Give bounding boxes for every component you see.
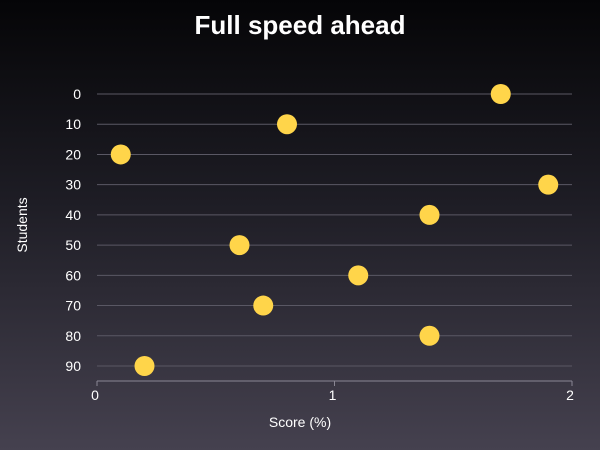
data-point (348, 265, 369, 286)
data-point (134, 356, 155, 376)
data-point (110, 144, 131, 165)
data-point (419, 325, 440, 346)
data-point (277, 114, 297, 135)
y-tick-label: 40 (65, 207, 81, 223)
data-point (253, 295, 274, 316)
y-tick-label: 60 (65, 267, 81, 283)
data-point (229, 235, 250, 256)
y-tick-label: 50 (65, 237, 81, 253)
grid-lines (97, 93, 572, 367)
y-tick-label: 90 (65, 358, 81, 374)
data-point (419, 204, 440, 225)
x-tick-labels: 0 1 2 (91, 381, 574, 403)
chart-title: Full speed ahead (195, 10, 406, 40)
y-tick-label: 0 (73, 86, 81, 102)
x-axis-label: Score (%) (269, 414, 331, 430)
y-axis-label: Students (14, 197, 30, 252)
data-point (538, 174, 559, 195)
data-point (490, 84, 511, 104)
y-tick-label: 20 (65, 146, 81, 162)
x-tick-label: 2 (566, 387, 574, 403)
x-tick-label: 0 (91, 387, 99, 403)
y-tick-labels: 0 10 20 30 40 50 60 70 80 90 (65, 86, 81, 374)
y-tick-label: 10 (65, 116, 81, 132)
x-tick-label: 1 (329, 387, 337, 403)
y-tick-label: 80 (65, 328, 81, 344)
y-tick-label: 30 (65, 177, 81, 193)
y-tick-label: 70 (65, 298, 81, 314)
data-points (110, 84, 559, 376)
